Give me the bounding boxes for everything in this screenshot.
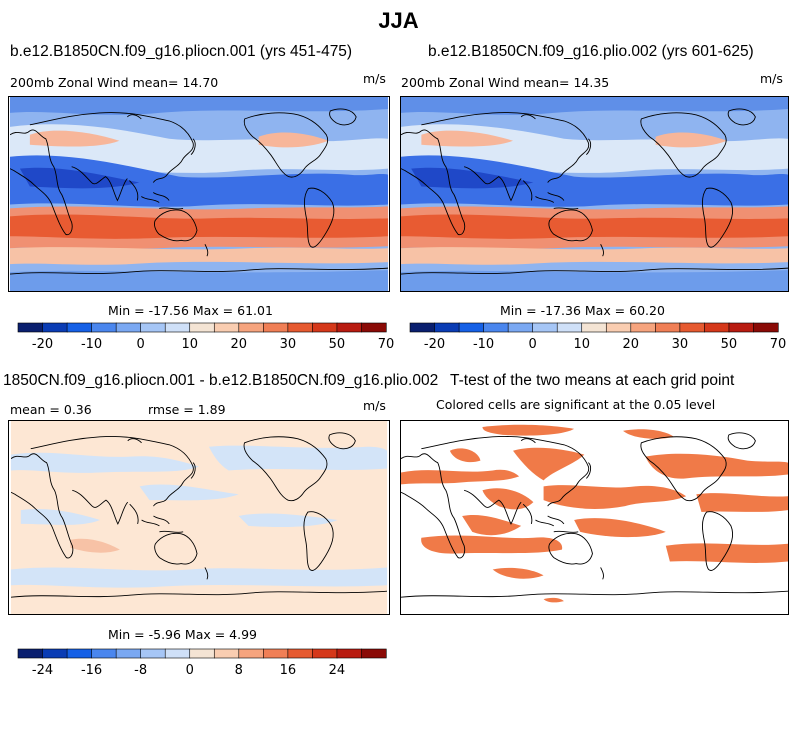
colorbar-swatch: [655, 322, 681, 333]
colorbar-swatch: [17, 322, 44, 333]
colorbar-swatch: [164, 322, 191, 333]
main-title: JJA: [378, 8, 419, 33]
colorbar-tick-label: 70: [770, 337, 787, 352]
colorbar-top-left: -20 -10 0 10 20 30 50 70: [17, 322, 394, 357]
colorbar-swatch: [753, 322, 779, 333]
panel2-minmax: Min = -17.36 Max = 60.20: [500, 303, 665, 318]
colorbar-swatch: [728, 322, 755, 333]
panel3-map: [8, 420, 390, 615]
colorbar-swatch: [189, 648, 215, 659]
colorbar-swatch: [140, 322, 166, 333]
panel3-case-title: 1850CN.f09_g16.pliocn.001 - b.e12.B1850C…: [3, 372, 439, 389]
colorbar-tick-label: 10: [181, 337, 198, 352]
panel1-units: m/s: [363, 71, 386, 86]
panel2-case-title: b.e12.B1850CN.f09_g16.plio.002 (yrs 601-…: [428, 43, 754, 60]
colorbar-swatch: [605, 322, 632, 333]
colorbar-tick-label: -20: [32, 337, 53, 352]
colorbar-tick-label: -16: [81, 663, 102, 678]
colorbar-swatch: [458, 322, 485, 333]
colorbar-swatch: [532, 322, 558, 333]
colorbar-swatch: [312, 322, 338, 333]
colorbar-diff: -24 -16 -8 0 8 16 24: [17, 648, 387, 683]
colorbar-tick-label: -8: [134, 663, 147, 678]
colorbar-tick-label: 8: [235, 663, 243, 678]
colorbar-swatch: [42, 648, 68, 659]
colorbar-top-right: -20 -10 0 10 20 30 50 70: [409, 322, 786, 357]
panel2-map: [400, 96, 789, 292]
panel4-title: T-test of the two means at each grid poi…: [450, 372, 735, 389]
colorbar-tick-label: -20: [424, 337, 445, 352]
colorbar-tick-label: 20: [623, 337, 640, 352]
colorbar-swatch: [704, 322, 730, 333]
colorbar-swatch: [115, 322, 142, 333]
colorbar-tick-label: 10: [573, 337, 590, 352]
colorbar-swatch: [507, 322, 534, 333]
colorbar-swatch: [140, 648, 166, 659]
colorbar-swatch: [361, 322, 387, 333]
colorbar-swatch: [66, 648, 93, 659]
colorbar-swatch: [17, 648, 44, 659]
panel3-rmse: rmse = 1.89: [148, 402, 226, 417]
colorbar-swatch: [164, 648, 191, 659]
colorbar-swatch: [361, 648, 387, 659]
colorbar-swatch: [213, 648, 240, 659]
colorbar-swatch: [483, 322, 509, 333]
panel1-map: [8, 96, 390, 292]
panel3-minmax: Min = -5.96 Max = 4.99: [108, 627, 258, 642]
panel1-minmax: Min = -17.56 Max = 61.01: [108, 303, 273, 318]
panel3-mean: mean = 0.36: [10, 402, 92, 417]
colorbar-swatch: [312, 648, 338, 659]
colorbar-tick-label: -24: [32, 663, 53, 678]
colorbar-tick-label: 0: [529, 337, 537, 352]
panel2-units: m/s: [760, 71, 783, 86]
colorbar-swatch: [556, 322, 583, 333]
panel1-case-title: b.e12.B1850CN.f09_g16.pliocn.001 (yrs 45…: [10, 43, 353, 60]
panel3-units: m/s: [363, 398, 386, 413]
colorbar-swatch: [91, 322, 117, 333]
colorbar-swatch: [336, 648, 363, 659]
colorbar-tick-label: 50: [721, 337, 738, 352]
colorbar-swatch: [336, 322, 363, 333]
colorbar-swatch: [630, 322, 656, 333]
panel2-variable-mean: 200mb Zonal Wind mean= 14.35: [401, 75, 610, 90]
colorbar-swatch: [287, 322, 313, 333]
colorbar-swatch: [189, 322, 215, 333]
colorbar-tick-label: -10: [473, 337, 494, 352]
colorbar-swatch: [581, 322, 607, 333]
colorbar-swatch: [115, 648, 142, 659]
colorbar-tick-label: 70: [378, 337, 395, 352]
colorbar-swatch: [679, 322, 705, 333]
colorbar-tick-label: 0: [186, 663, 194, 678]
colorbar-swatch: [263, 648, 289, 659]
colorbar-swatch: [213, 322, 240, 333]
colorbar-tick-label: 50: [329, 337, 346, 352]
colorbar-swatch: [238, 322, 264, 333]
colorbar-tick-label: -10: [81, 337, 102, 352]
colorbar-tick-label: 30: [280, 337, 297, 352]
colorbar-swatch: [287, 648, 313, 659]
colorbar-swatch: [91, 648, 117, 659]
colorbar-swatch: [238, 648, 264, 659]
colorbar-tick-label: 0: [137, 337, 145, 352]
colorbar-swatch: [66, 322, 93, 333]
colorbar-swatch: [409, 322, 436, 333]
colorbar-swatch: [263, 322, 289, 333]
panel1-variable-mean: 200mb Zonal Wind mean= 14.70: [10, 75, 219, 90]
colorbar-swatch: [42, 322, 68, 333]
colorbar-tick-label: 30: [672, 337, 689, 352]
colorbar-tick-label: 20: [231, 337, 248, 352]
colorbar-swatch: [434, 322, 460, 333]
panel4-ttest-map: [400, 420, 789, 615]
colorbar-tick-label: 24: [329, 663, 346, 678]
panel4-subtitle: Colored cells are significant at the 0.0…: [436, 397, 716, 412]
colorbar-tick-label: 16: [280, 663, 297, 678]
